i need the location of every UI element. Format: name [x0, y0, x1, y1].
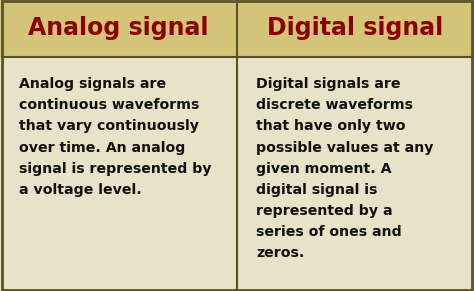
Text: Analog signal: Analog signal [28, 16, 209, 40]
Bar [237, 57, 474, 291]
Text: Analog signals are
continuous waveforms
that vary continuously
over time. An ana: Analog signals are continuous waveforms … [19, 77, 211, 197]
Bar [0, 0, 237, 57]
Bar [237, 0, 474, 57]
Text: Digital signals are
discrete waveforms
that have only two
possible values at any: Digital signals are discrete waveforms t… [256, 77, 433, 260]
Text: Digital signal: Digital signal [267, 16, 444, 40]
Bar [0, 57, 237, 291]
